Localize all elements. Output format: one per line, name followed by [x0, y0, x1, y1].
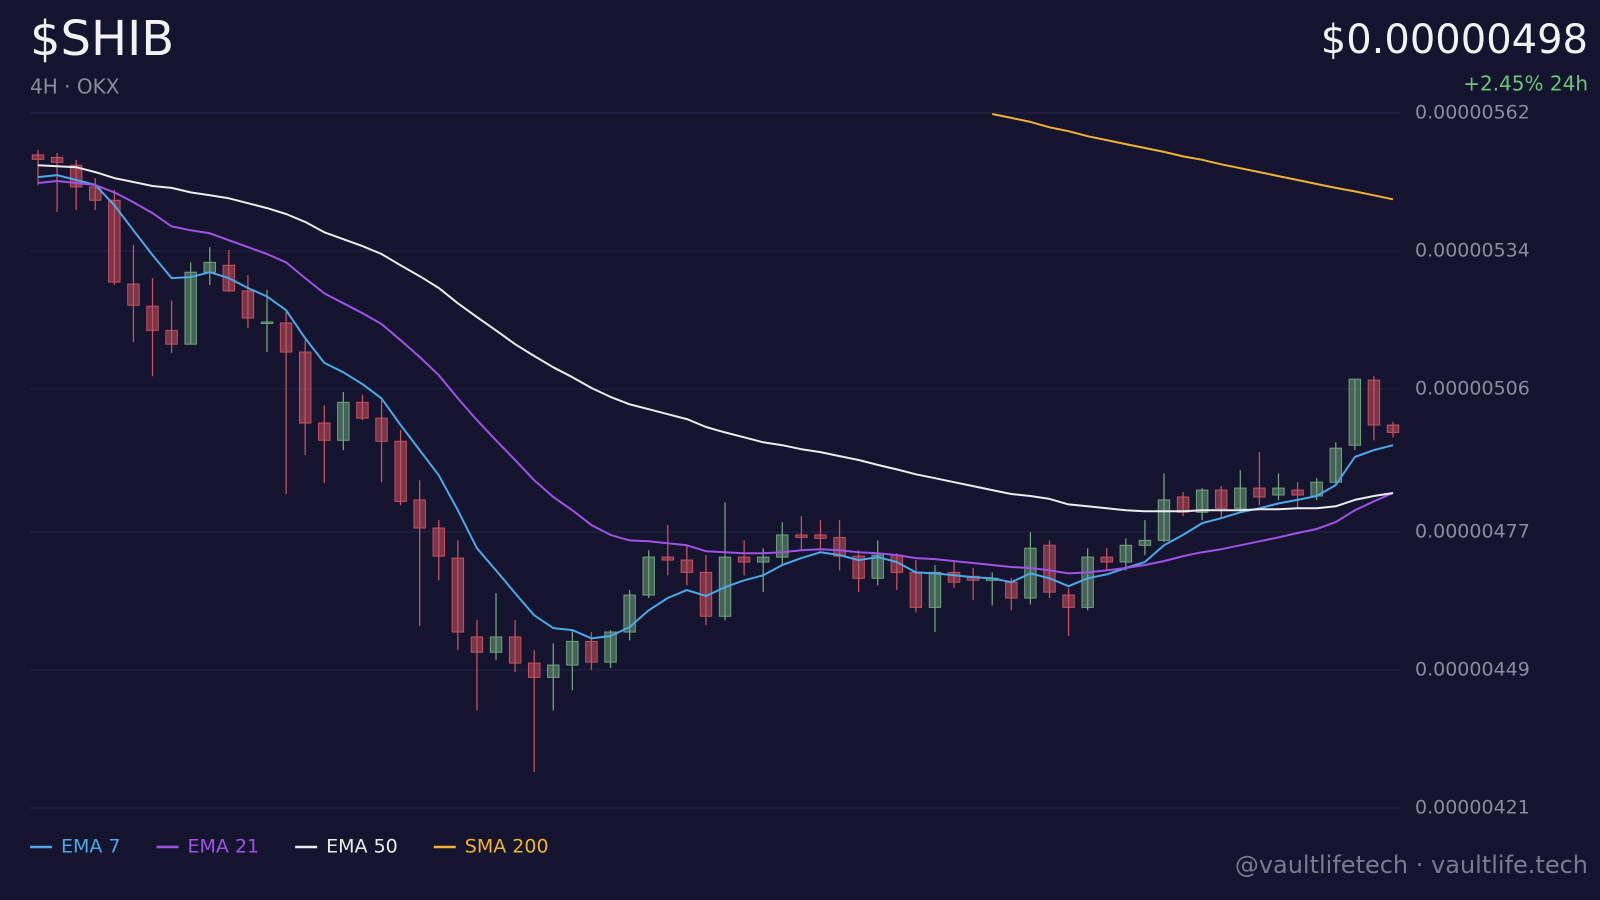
- candle-body: [184, 271, 197, 345]
- candle-body: [1138, 539, 1152, 546]
- candle-body: [623, 594, 636, 633]
- candle-body: [909, 571, 923, 608]
- subtitle: 4H · OKX: [30, 75, 120, 99]
- price-change: +2.45% 24h: [1463, 72, 1588, 96]
- chart-title: $SHIB: [30, 11, 174, 67]
- candle-body: [470, 636, 484, 653]
- candle-body: [69, 164, 83, 188]
- candle-body: [1272, 487, 1285, 496]
- candle-body: [776, 534, 789, 558]
- price: $0.00000498: [1321, 17, 1588, 63]
- legend-label: EMA 7: [61, 836, 121, 858]
- candle-body: [89, 186, 102, 201]
- candle-body: [260, 321, 274, 324]
- indicator-line: [37, 180, 1394, 575]
- candle-body: [1062, 594, 1075, 608]
- candle-body: [1253, 487, 1266, 498]
- legend: EMA 7 EMA 21 EMA 50 SMA 200: [30, 836, 549, 858]
- candle-body: [756, 556, 770, 563]
- candle-body: [1329, 447, 1342, 483]
- candle-body: [585, 640, 598, 663]
- lines: [37, 113, 1394, 640]
- candle-body: [1081, 556, 1094, 608]
- candle-body: [413, 499, 426, 529]
- candle-body: [1043, 544, 1056, 593]
- candle-body: [165, 329, 178, 345]
- y-tick-label: 0.00000421: [1415, 797, 1530, 819]
- candle-body: [432, 527, 445, 557]
- candle-body: [795, 534, 808, 538]
- candle-body: [661, 556, 675, 561]
- candle-body: [279, 322, 293, 353]
- candle-body: [680, 559, 694, 573]
- candle-body: [1291, 489, 1304, 496]
- labels: 0.00000562 0.00000534 0.00000506 0.00000477…: [1415, 102, 1530, 819]
- candle-body: [547, 664, 560, 678]
- candle-body: [871, 554, 884, 579]
- candle-body: [642, 556, 655, 596]
- candle-body: [375, 417, 388, 442]
- candle-body: [146, 305, 159, 331]
- candle-body: [298, 351, 312, 424]
- indicator-line: [37, 164, 1394, 513]
- y-tick-label: 0.00000562: [1415, 102, 1530, 124]
- y-tick-label: 0.00000477: [1415, 520, 1530, 542]
- candle-body: [1100, 556, 1113, 563]
- candle-body: [737, 556, 751, 563]
- legend-label: EMA 21: [188, 836, 260, 858]
- candle-body: [203, 261, 216, 273]
- candle-body: [356, 401, 369, 419]
- candle-body: [489, 636, 503, 653]
- candle-body: [1195, 489, 1209, 513]
- indicator-line: [991, 113, 1394, 201]
- candle-body: [928, 571, 942, 608]
- candle-body: [1215, 489, 1228, 509]
- watermark: @vaultlifetech · vaultlife.tech: [1235, 851, 1588, 879]
- candle-body: [1367, 379, 1381, 426]
- candle-body: [1119, 544, 1133, 563]
- candle-body: [1348, 378, 1362, 446]
- candle-body: [451, 557, 465, 633]
- candle-body: [50, 156, 64, 163]
- indicator-line: [37, 174, 1394, 640]
- candle-body: [527, 662, 541, 678]
- y-tick-label: 0.00000449: [1415, 658, 1530, 680]
- candle-body: [852, 555, 865, 579]
- candle-body: [108, 199, 121, 283]
- candle-body: [1386, 424, 1400, 433]
- candle-body: [241, 290, 255, 319]
- candle-body: [1157, 499, 1171, 541]
- candle-body: [947, 571, 961, 583]
- candle-body: [508, 636, 522, 664]
- candle-body: [1005, 581, 1018, 599]
- candle-body: [127, 283, 140, 306]
- y-tick-label: 0.00000506: [1415, 378, 1530, 400]
- candle-body: [31, 154, 45, 160]
- candle-body: [337, 401, 350, 441]
- y-tick-label: 0.00000534: [1415, 240, 1530, 262]
- candle-body: [1176, 496, 1190, 513]
- candle-body: [814, 534, 827, 539]
- candle-body: [833, 536, 846, 557]
- legend-label: SMA 200: [465, 836, 549, 858]
- candle-body: [1234, 487, 1247, 509]
- candle-body: [604, 631, 617, 663]
- candle-body: [318, 422, 331, 441]
- legend-label: EMA 50: [326, 836, 398, 858]
- candle-body: [566, 640, 579, 666]
- candle-body: [394, 440, 407, 502]
